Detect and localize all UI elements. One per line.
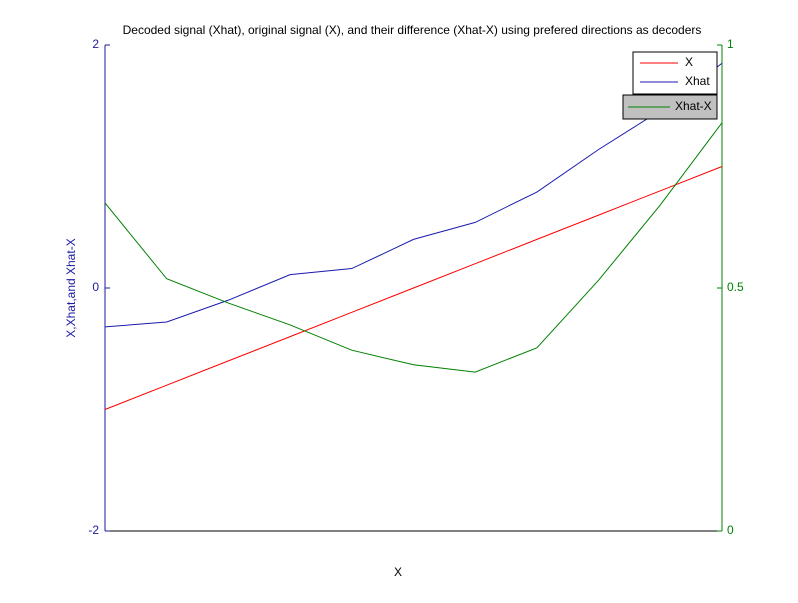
y-axis-label: X,Xhat,and Xhat-X bbox=[64, 238, 78, 337]
x-axis-label: X bbox=[394, 565, 402, 579]
legend-label: X bbox=[685, 55, 693, 69]
y-tick-label: 0 bbox=[92, 280, 99, 294]
legend-label: Xhat bbox=[685, 74, 710, 88]
y2-tick-label: 0 bbox=[727, 523, 734, 537]
y2-tick-label: 1 bbox=[727, 37, 734, 51]
y2-tick-label: 0.5 bbox=[727, 280, 744, 294]
series-line bbox=[104, 62, 723, 328]
series-line bbox=[104, 166, 723, 410]
chart-title: Decoded signal (Xhat), original signal (… bbox=[123, 23, 702, 37]
legend-label: Xhat-X bbox=[675, 99, 712, 113]
y-tick-label: 2 bbox=[92, 37, 99, 51]
legend-box bbox=[632, 51, 718, 95]
y-tick-label: -2 bbox=[88, 523, 99, 537]
series-line bbox=[104, 122, 723, 373]
